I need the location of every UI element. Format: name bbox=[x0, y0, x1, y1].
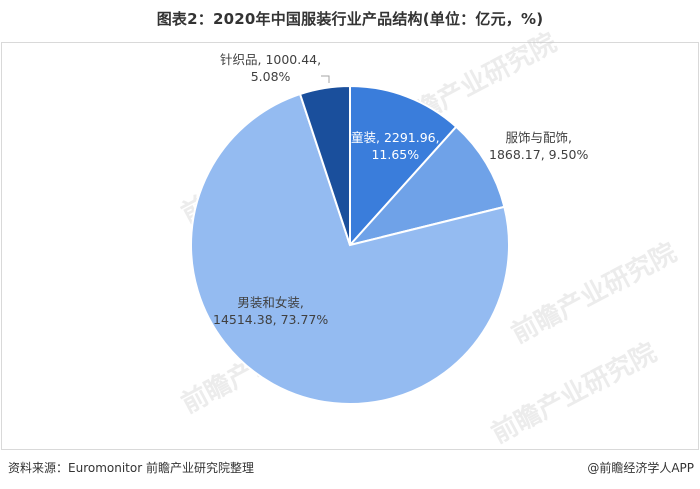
label-line2: 11.65% bbox=[371, 147, 420, 162]
label-line2: 1868.17, 9.50% bbox=[489, 147, 589, 162]
slice-label-accessories: 服饰与配饰, 1868.17, 9.50% bbox=[489, 129, 588, 163]
pie-slice bbox=[190, 92, 510, 405]
label-line2: 14514.38, 73.77% bbox=[213, 312, 329, 327]
chart-title: 图表2：2020年中国服装行业产品结构(单位：亿元，%) bbox=[156, 10, 544, 28]
slice-label-menswomens: 男装和女装, 14514.38, 73.77% bbox=[213, 294, 328, 328]
leader-line bbox=[321, 75, 330, 83]
label-line1: 男装和女装, bbox=[237, 295, 304, 310]
slice-label-knitwear: 针织品, 1000.44, 5.08% bbox=[220, 51, 321, 85]
slice-label-children: 童装, 2291.96, 11.65% bbox=[351, 129, 440, 163]
label-line1: 针织品, 1000.44, bbox=[220, 52, 322, 67]
credit-note: @前瞻经济学人APP bbox=[587, 461, 694, 475]
pie-slice bbox=[349, 84, 458, 248]
label-line2: 5.08% bbox=[250, 69, 291, 84]
label-line1: 童装, 2291.96, bbox=[351, 130, 440, 145]
pie-slice bbox=[298, 84, 351, 246]
pie-chart bbox=[190, 75, 510, 405]
chart-area: 前瞻产业研究院 前瞻产业研究院 前瞻产业研究院 前瞻产业研究院 前瞻产业研究院 … bbox=[1, 28, 699, 450]
label-line1: 服饰与配饰, bbox=[505, 130, 572, 145]
source-note: 资料来源：Euromonitor 前瞻产业研究院整理 bbox=[8, 461, 254, 475]
